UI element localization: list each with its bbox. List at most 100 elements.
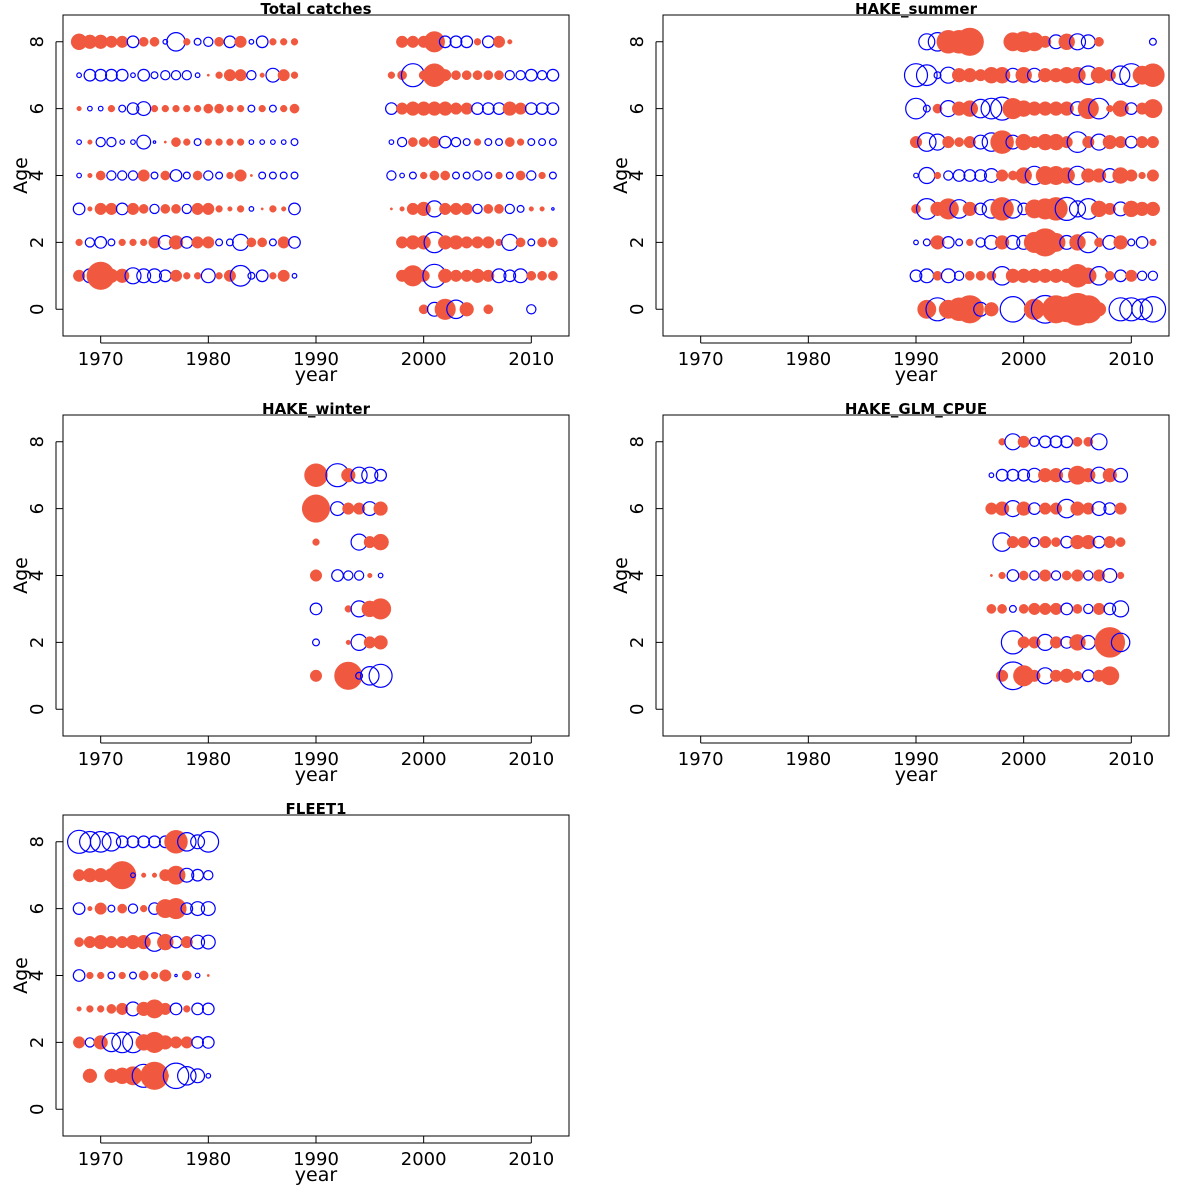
negative-residual-bubble bbox=[215, 171, 224, 180]
positive-residual-bubble bbox=[215, 71, 223, 79]
panel-title: Total catches bbox=[260, 0, 371, 18]
negative-residual-bubble bbox=[955, 238, 964, 247]
positive-residual-bubble bbox=[138, 970, 149, 981]
chart-panel: HAKE_GLM_CPUE 1970 1980 1990 2000 2010 0 2 4 6 8 ye… bbox=[610, 400, 1170, 786]
y-tick-label: 8 bbox=[27, 836, 48, 847]
negative-residual-bubble bbox=[127, 903, 139, 914]
negative-residual-bubble bbox=[94, 68, 108, 82]
negative-residual-bubble bbox=[136, 134, 152, 150]
negative-residual-bubble bbox=[194, 972, 201, 979]
positive-residual-bubble bbox=[1061, 570, 1072, 581]
positive-residual-bubble bbox=[373, 501, 388, 516]
negative-residual-bubble bbox=[535, 102, 549, 115]
negative-residual-bubble bbox=[918, 33, 936, 51]
positive-residual-bubble bbox=[1059, 668, 1074, 683]
positive-residual-bubble bbox=[1015, 66, 1032, 84]
negative-residual-bubble bbox=[248, 38, 255, 45]
positive-residual-bubble bbox=[986, 270, 997, 281]
negative-residual-bubble bbox=[438, 35, 452, 49]
panel-title: HAKE_GLM_CPUE bbox=[845, 400, 987, 418]
positive-residual-bubble bbox=[202, 236, 215, 249]
negative-residual-bubble bbox=[980, 97, 1003, 120]
positive-residual-bubble bbox=[269, 272, 277, 280]
negative-residual-bubble bbox=[288, 235, 301, 249]
positive-residual-bubble bbox=[206, 974, 210, 977]
positive-residual-bubble bbox=[418, 137, 429, 147]
negative-residual-bubble bbox=[83, 68, 97, 82]
positive-residual-bubble bbox=[1072, 604, 1083, 614]
negative-residual-bubble bbox=[484, 171, 493, 180]
negative-residual-bubble bbox=[1029, 570, 1040, 581]
negative-residual-bubble bbox=[190, 934, 206, 950]
x-tick-label: 2000 bbox=[1001, 349, 1047, 370]
positive-residual-bubble bbox=[193, 272, 202, 280]
y-tick-label: 0 bbox=[27, 304, 48, 315]
positive-residual-bubble bbox=[428, 136, 441, 149]
positive-residual-bubble bbox=[1125, 169, 1138, 182]
positive-residual-bubble bbox=[280, 104, 288, 113]
positive-residual-bubble bbox=[1094, 237, 1104, 248]
negative-residual-bubble bbox=[548, 138, 557, 147]
y-tick-label: 8 bbox=[27, 436, 48, 447]
positive-residual-bubble bbox=[1115, 537, 1126, 547]
negative-residual-bubble bbox=[268, 104, 277, 113]
negative-residual-bubble bbox=[137, 68, 151, 82]
positive-residual-bubble bbox=[1125, 269, 1138, 282]
positive-residual-bubble bbox=[449, 102, 463, 115]
positive-residual-bubble bbox=[389, 207, 393, 211]
y-tick-label: 8 bbox=[27, 36, 48, 47]
negative-residual-bubble bbox=[78, 830, 101, 853]
y-tick-label: 4 bbox=[627, 170, 648, 181]
negative-residual-bubble bbox=[309, 602, 323, 616]
negative-residual-bubble bbox=[130, 139, 136, 146]
negative-residual-bubble bbox=[179, 867, 195, 883]
positive-residual-bubble bbox=[290, 71, 299, 79]
negative-residual-bubble bbox=[107, 971, 116, 980]
positive-residual-bubble bbox=[1149, 238, 1157, 247]
negative-residual-bubble bbox=[136, 101, 152, 117]
positive-residual-bubble bbox=[183, 38, 191, 46]
negative-residual-bubble bbox=[527, 138, 536, 147]
negative-residual-bubble bbox=[246, 69, 257, 81]
x-tick-label: 1970 bbox=[678, 349, 724, 370]
negative-residual-bubble bbox=[190, 834, 206, 850]
negative-residual-bubble bbox=[546, 102, 560, 115]
x-tick-label: 1990 bbox=[893, 749, 939, 770]
positive-residual-bubble bbox=[1059, 101, 1074, 116]
negative-residual-bubble bbox=[952, 169, 966, 182]
positive-residual-bubble bbox=[954, 137, 964, 147]
negative-residual-bubble bbox=[152, 140, 157, 144]
negative-residual-bubble bbox=[353, 570, 365, 581]
y-tick-label: 6 bbox=[627, 103, 648, 114]
positive-residual-bubble bbox=[963, 136, 976, 149]
negative-residual-bubble bbox=[1110, 632, 1131, 653]
negative-residual-bubble bbox=[194, 72, 201, 79]
positive-residual-bubble bbox=[141, 872, 147, 878]
negative-residual-bubble bbox=[229, 264, 252, 287]
positive-residual-bubble bbox=[290, 38, 299, 46]
positive-residual-bubble bbox=[449, 202, 463, 215]
negative-residual-bubble bbox=[126, 835, 140, 849]
negative-residual-bubble bbox=[104, 68, 118, 82]
negative-residual-bubble bbox=[203, 870, 214, 881]
negative-residual-bubble bbox=[905, 97, 927, 120]
negative-residual-bubble bbox=[909, 269, 923, 283]
positive-residual-bubble bbox=[932, 103, 943, 114]
negative-residual-bubble bbox=[974, 169, 987, 182]
negative-residual-bubble bbox=[450, 136, 462, 148]
x-tick-label: 2000 bbox=[401, 349, 447, 370]
negative-residual-bubble bbox=[126, 35, 140, 49]
positive-residual-bubble bbox=[1082, 502, 1095, 515]
negative-residual-bubble bbox=[255, 35, 269, 49]
y-axis-title: Age bbox=[10, 957, 32, 994]
positive-residual-bubble bbox=[301, 494, 331, 523]
x-tick-label: 1980 bbox=[785, 349, 831, 370]
negative-residual-bubble bbox=[963, 169, 977, 182]
negative-residual-bubble bbox=[280, 139, 287, 146]
positive-residual-bubble bbox=[86, 1005, 94, 1013]
negative-residual-bubble bbox=[399, 172, 406, 179]
positive-residual-bubble bbox=[258, 104, 266, 113]
positive-residual-bubble bbox=[94, 202, 107, 215]
negative-residual-bubble bbox=[200, 268, 216, 284]
negative-residual-bubble bbox=[290, 138, 299, 147]
